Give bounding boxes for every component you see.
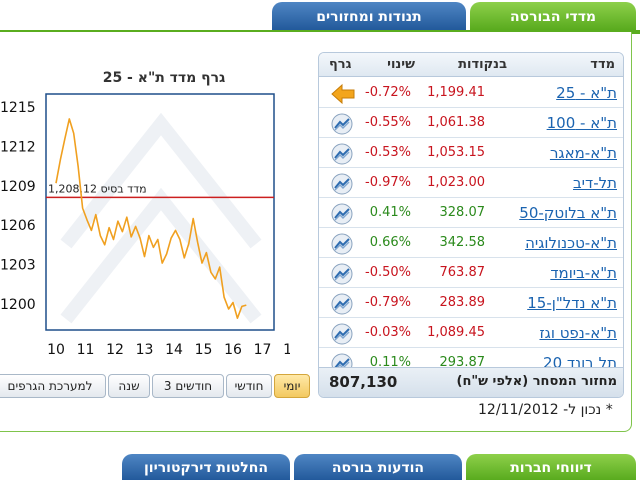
table-row: ת"א-מאגר 1,053.15 -0.53% — [319, 138, 623, 168]
table-row: ת"א בלוטק-50 328.07 0.41% — [319, 198, 623, 228]
x-tick-label: 10 — [47, 342, 65, 358]
x-tick-label: 15 — [195, 342, 213, 358]
last-updated: * נכון ל- 12/11/2012 — [478, 402, 613, 418]
tab-movers[interactable]: תנודות ומחזורים — [272, 2, 466, 32]
turnover-bar: מחזור המסחר (אלפי ש"ח) 807,130 — [319, 367, 623, 397]
chart-icon[interactable] — [331, 203, 353, 225]
index-change: -0.53% — [365, 145, 411, 160]
index-change: -0.97% — [365, 175, 411, 190]
header-points: בנקודות — [458, 57, 507, 72]
index-value: 1,053.15 — [427, 145, 485, 160]
period-3months-button[interactable]: 3 חודשים — [152, 374, 224, 398]
table-row: ת"א-ביומד 763.87 -0.50% — [319, 258, 623, 288]
table-row: ת"א - 100 1,061.38 -0.55% — [319, 108, 623, 138]
index-change: 0.41% — [369, 205, 411, 220]
arrow-left-icon[interactable] — [331, 83, 355, 105]
background-chevron — [60, 187, 262, 324]
chart-icon[interactable] — [331, 293, 353, 315]
chart-title: גרף מדד ת"א - 25 — [102, 70, 226, 86]
header-graph: גרף — [329, 57, 352, 72]
table-row: ת"א - 25 1,199.41 -0.72% — [319, 78, 623, 108]
index-name-link[interactable]: ת"א-נפט וגז — [539, 324, 617, 342]
chart-icon[interactable] — [331, 143, 353, 165]
index-value: 1,061.38 — [427, 115, 485, 130]
chart-icon[interactable] — [331, 263, 353, 285]
index-change: -0.79% — [365, 295, 411, 310]
y-tick-label: 1203 — [0, 257, 36, 273]
background-chevron — [60, 112, 262, 249]
x-tick-label: 12 — [106, 342, 124, 358]
plot-frame — [45, 93, 275, 331]
index-name-link[interactable]: ת"א נדל"ן-15 — [527, 294, 617, 312]
x-tick-label: 18 — [283, 342, 290, 358]
chart-icon[interactable] — [331, 173, 353, 195]
chart-icon[interactable] — [331, 113, 353, 135]
baseline-label: מדד בסיס 1,208.12 — [48, 182, 147, 195]
index-chart: 1215 1212 1209 1206 1203 1200 10 11 12 13 14 15 16 1… — [0, 93, 290, 358]
index-name-link[interactable]: ת"א-ביומד — [550, 264, 617, 282]
index-change: -0.50% — [365, 265, 411, 280]
period-daily-button[interactable]: יומי — [274, 374, 310, 398]
index-name-link[interactable]: ת"א - 100 — [546, 114, 617, 132]
x-tick-label: 17 — [254, 342, 272, 358]
index-name-link[interactable]: ת"א-מאגר — [549, 144, 617, 162]
index-value: 1,199.41 — [427, 85, 485, 100]
x-tick-label: 14 — [165, 342, 183, 358]
index-name-link[interactable]: ת"א - 25 — [556, 84, 617, 102]
y-tick-label: 1215 — [0, 100, 36, 116]
y-tick-label: 1206 — [0, 218, 36, 234]
turnover-value: 807,130 — [329, 373, 398, 391]
index-value: 328.07 — [439, 205, 486, 220]
index-name-link[interactable]: ת"א-טכנולוגיה — [525, 234, 617, 252]
index-series-line — [55, 118, 247, 319]
header-change: שינוי — [387, 57, 415, 72]
x-tick-label: 13 — [136, 342, 154, 358]
y-tick-label: 1200 — [0, 297, 36, 313]
tab-company-reports[interactable]: דיווחי חברות — [466, 454, 636, 480]
index-name-link[interactable]: ת"א בלוטק-50 — [519, 204, 617, 222]
tab-indices[interactable]: מדדי הבורסה — [470, 2, 636, 32]
index-value: 1,089.45 — [427, 325, 485, 340]
index-change: -0.03% — [365, 325, 411, 340]
turnover-label: מחזור המסחר (אלפי ש"ח) — [456, 374, 618, 389]
index-change: 0.11% — [369, 355, 411, 370]
index-change: 0.66% — [369, 235, 411, 250]
period-selector: יומי חודשי 3 חודשים שנה למערכת הגרפים — [0, 374, 310, 398]
header-index: מדד — [590, 57, 615, 72]
index-value: 1,023.00 — [427, 175, 485, 190]
table-row: ת"א-טכנולוגיה 342.58 0.66% — [319, 228, 623, 258]
period-monthly-button[interactable]: חודשי — [226, 374, 272, 398]
chart-icon[interactable] — [331, 323, 353, 345]
chart-icon[interactable] — [331, 233, 353, 255]
table-row: תל-דיב 1,023.00 -0.97% — [319, 168, 623, 198]
period-year-button[interactable]: שנה — [108, 374, 150, 398]
table-header: מדד בנקודות שינוי גרף — [319, 53, 623, 77]
tab-board-decisions[interactable]: החלטות דירקטוריון — [122, 454, 290, 480]
index-value: 283.89 — [439, 295, 486, 310]
index-value: 763.87 — [439, 265, 486, 280]
charts-system-link[interactable]: למערכת הגרפים — [0, 374, 106, 398]
tab-tase-messages[interactable]: הודעות בורסה — [294, 454, 462, 480]
index-value: 342.58 — [439, 235, 486, 250]
index-change: -0.55% — [365, 115, 411, 130]
y-tick-label: 1212 — [0, 139, 36, 155]
index-change: -0.72% — [365, 85, 411, 100]
indices-table: מדד בנקודות שינוי גרף ת"א - 25 1,199.41 -0… — [318, 52, 624, 398]
x-tick-label: 11 — [77, 342, 95, 358]
table-row: ת"א-נפט וגז 1,089.45 -0.03% — [319, 318, 623, 348]
y-tick-label: 1209 — [0, 179, 36, 195]
table-row: ת"א נדל"ן-15 283.89 -0.79% — [319, 288, 623, 318]
index-value: 293.87 — [439, 355, 486, 370]
index-name-link[interactable]: תל-דיב — [572, 174, 617, 192]
x-tick-label: 16 — [224, 342, 242, 358]
